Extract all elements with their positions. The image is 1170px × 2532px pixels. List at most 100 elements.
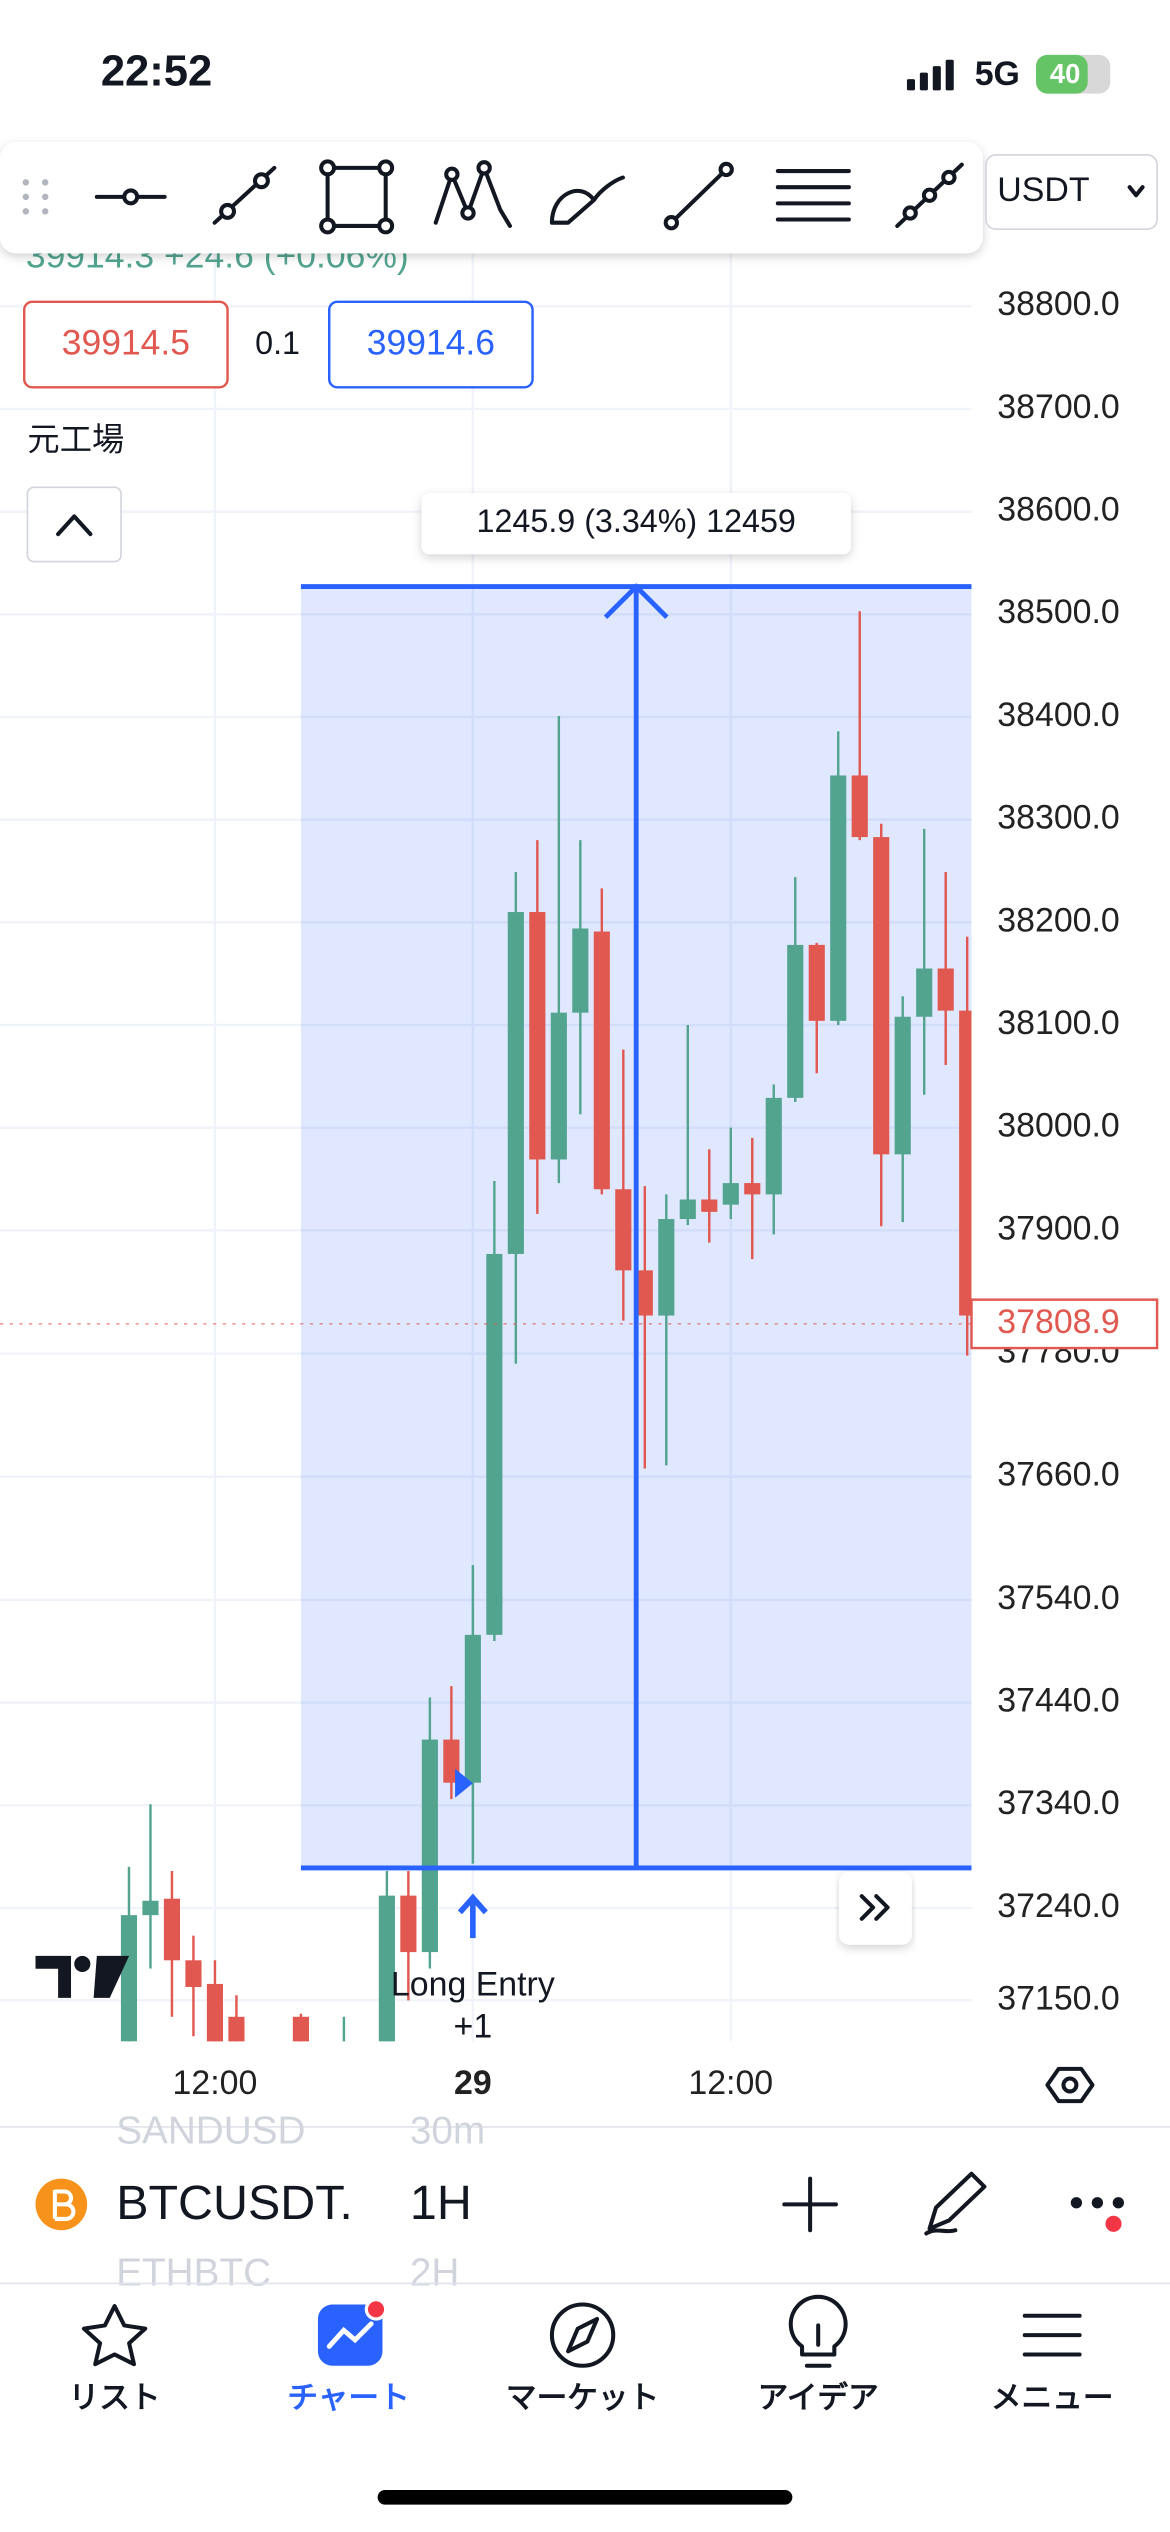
indicator-name: 元工場: [27, 422, 124, 458]
candle-body: [400, 1895, 417, 1953]
candle-body: [701, 1199, 718, 1212]
tab-label[interactable]: アイデア: [758, 2380, 879, 2415]
drawing-toolbar: [0, 142, 983, 254]
tool-brush[interactable]: [549, 175, 625, 225]
y-tick-label: 38300.0: [997, 799, 1119, 837]
y-tick-label: 38600.0: [997, 491, 1119, 529]
tool-pattern[interactable]: [433, 160, 512, 228]
tab-icon-market-needle: [566, 2316, 600, 2354]
tool-rectangle[interactable]: [319, 159, 395, 235]
candle-body: [679, 1199, 696, 1220]
battery-percent: 40: [1050, 58, 1081, 89]
candle-body: [486, 1253, 503, 1635]
candle-body: [593, 931, 610, 1190]
plot-area: [0, 142, 972, 2042]
add-button[interactable]: [782, 2176, 838, 2233]
settings-icon[interactable]: [1045, 2066, 1095, 2104]
y-tick-label: 38100.0: [997, 1004, 1119, 1042]
candle-body: [206, 1983, 224, 2042]
symbol-bar: [0, 2155, 1170, 2257]
status-bar: [0, 0, 1170, 143]
battery-level: [1036, 54, 1088, 94]
currency: USDT: [997, 171, 1089, 209]
position-label-box: [421, 492, 851, 555]
candle-body: [572, 928, 589, 1013]
candle-body: [507, 912, 524, 1254]
entry-quantity: +1: [454, 2007, 493, 2045]
y-tick-label: 38000.0: [997, 1107, 1119, 1145]
symbol-icon-glyph: [52, 2189, 76, 2221]
candle-body: [421, 1739, 438, 1953]
network: 5G: [975, 55, 1020, 93]
candle-body: [529, 912, 546, 1160]
symbol[interactable]: BTCUSDT.: [116, 2176, 353, 2230]
candle-body: [873, 837, 890, 1155]
tool-trend[interactable]: [212, 165, 277, 225]
sell-button[interactable]: [23, 300, 229, 389]
y-tick-label: 38400.0: [997, 696, 1119, 734]
tab-label[interactable]: メニュー: [991, 2381, 1114, 2415]
candle-body: [550, 1012, 567, 1160]
candle-body: [142, 1900, 159, 1916]
tool-line[interactable]: [663, 161, 734, 231]
currency-select[interactable]: [985, 154, 1158, 230]
tool-horizontal-line[interactable]: [94, 188, 167, 206]
candle-body: [830, 775, 847, 1021]
logo: [35, 1955, 130, 1998]
tab-label[interactable]: マーケット: [506, 2381, 659, 2415]
clock: 22:52: [101, 48, 212, 96]
interval[interactable]: 1H: [410, 2176, 472, 2230]
tab-label[interactable]: チャート: [287, 2381, 409, 2415]
last-price-label: 37808.9: [997, 1303, 1119, 1341]
candle-body: [916, 968, 933, 1017]
more-button[interactable]: [1070, 2197, 1124, 2232]
candle-body: [185, 1960, 202, 1987]
entry-label: Long Entry: [391, 1965, 555, 2003]
axes: 38800.0 38700.0 38600.0 38500.0 38400.0 38300…: [173, 285, 1159, 2102]
candle-body: [808, 944, 825, 1021]
candle-body: [378, 1895, 395, 2042]
tab-icon-ideas[interactable]: [788, 2294, 848, 2368]
spread: 0.1: [255, 325, 300, 361]
dropdown-arrow: [1127, 185, 1145, 198]
collapse-button[interactable]: [26, 486, 122, 563]
candle-body: [163, 1898, 181, 1961]
x-tick-label: 12:00: [688, 2064, 773, 2102]
candle-body: [228, 2016, 245, 2042]
draw-button[interactable]: [924, 2171, 987, 2236]
candle-body: [744, 1183, 761, 1195]
x-tick-label: 29: [454, 2064, 492, 2102]
scroll-to-realtime[interactable]: [839, 1871, 912, 1945]
tool-path[interactable]: [895, 162, 964, 228]
buy-button[interactable]: [328, 300, 534, 389]
candle-body: [894, 1016, 911, 1155]
prev-symbol: SANDUSD: [116, 2110, 305, 2153]
y-tick-label: 37900.0: [997, 1209, 1119, 1247]
tab-icon-market[interactable]: [549, 2302, 616, 2368]
y-tick-label: 37150.0: [997, 1979, 1119, 2017]
tab-icon-list[interactable]: [81, 2304, 148, 2367]
y-tick-label: 37440.0: [997, 1682, 1119, 1720]
tab-label[interactable]: リスト: [69, 2381, 161, 2415]
candle-body: [959, 1010, 972, 1316]
settings-icon-center: [1061, 2076, 1079, 2094]
tool-fib[interactable]: [775, 169, 851, 222]
candle-body: [292, 2016, 309, 2042]
prev-interval: 30m: [410, 2110, 485, 2153]
tab-badge: [364, 2298, 388, 2321]
y-tick-label: 37240.0: [997, 1887, 1119, 1925]
candle-body: [765, 1097, 782, 1195]
y-tick-label: 38500.0: [997, 593, 1119, 631]
next-symbol: ETHBTC: [116, 2252, 271, 2295]
candle-body: [937, 968, 954, 1011]
entry-marker: [455, 1768, 473, 1798]
candle-body: [464, 1634, 481, 1783]
candle-body: [787, 944, 804, 1098]
candle-body: [615, 1189, 632, 1271]
y-tick-label: 38800.0: [997, 285, 1119, 323]
tab-icon-menu[interactable]: [1022, 2313, 1082, 2357]
